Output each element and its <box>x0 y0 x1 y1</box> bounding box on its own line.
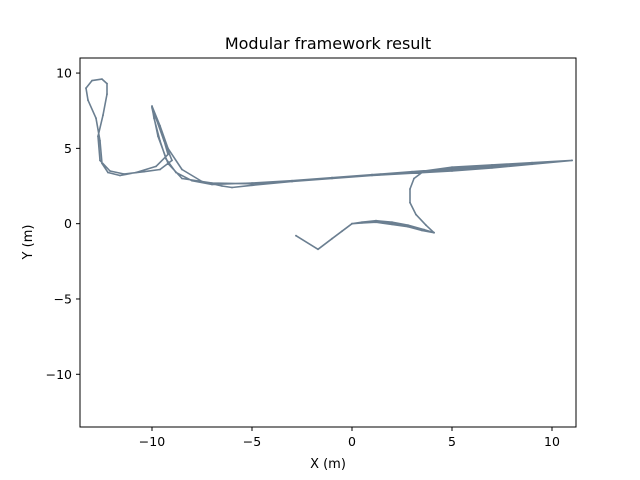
trajectory-point <box>106 82 108 85</box>
trajectory-point <box>99 139 101 142</box>
y-tick-label: 10 <box>56 66 72 81</box>
trajectory-point <box>143 170 145 173</box>
trajectory-point <box>421 229 423 232</box>
trajectory-point <box>425 224 427 227</box>
trajectory-point <box>433 231 435 234</box>
trajectory-point <box>413 177 415 180</box>
trajectory-point <box>451 166 453 169</box>
trajectory-point <box>423 228 425 231</box>
trajectory-point <box>181 168 183 171</box>
trajectory-point <box>155 165 157 168</box>
trajectory-point <box>191 179 193 182</box>
x-tick-label: −5 <box>243 434 261 449</box>
plot-area <box>85 78 573 251</box>
trajectory-point <box>491 165 493 168</box>
trajectory-point <box>407 225 409 228</box>
trajectory-point <box>161 132 163 135</box>
trajectory-point <box>101 78 103 80</box>
trajectory-point <box>91 79 93 82</box>
trajectory-point <box>165 158 167 160</box>
trajectory-point <box>123 173 125 175</box>
trajectory-point <box>371 174 373 177</box>
trajectory-point <box>415 213 417 216</box>
x-axis-title: X (m) <box>310 457 346 472</box>
trajectory-point <box>107 171 109 174</box>
trajectory-point <box>251 182 253 185</box>
trajectory-point <box>167 162 169 165</box>
trajectory-point <box>409 188 411 190</box>
y-tick-label: −5 <box>54 291 72 306</box>
trajectory-point <box>201 180 203 183</box>
trajectory-point <box>451 167 453 170</box>
trajectory-point <box>95 117 97 120</box>
trajectory-point <box>491 164 493 166</box>
trajectory-point <box>411 172 413 175</box>
x-tick-label: 5 <box>448 434 456 449</box>
trajectory-point <box>361 222 363 224</box>
trajectory-point <box>97 135 99 138</box>
trajectory-point <box>153 117 155 120</box>
x-axis: −10 −5 0 5 10 <box>139 427 560 449</box>
x-tick-label: −10 <box>139 434 165 449</box>
trajectory-point <box>251 184 253 187</box>
trajectory-point <box>163 139 165 142</box>
trajectory-point <box>451 170 453 172</box>
trajectory-point <box>351 222 353 225</box>
trajectory-point <box>181 177 183 180</box>
trajectory-point <box>151 106 153 109</box>
trajectory-point <box>491 167 493 169</box>
trajectory-point <box>175 171 177 174</box>
trajectory-point <box>157 135 159 138</box>
y-tick-label: −10 <box>46 367 72 382</box>
trajectory-point <box>211 182 213 184</box>
trajectory-point <box>221 185 223 187</box>
y-axis: −10 −5 0 5 10 <box>46 66 80 382</box>
trajectory-point <box>231 186 233 189</box>
trajectory-point <box>151 105 153 108</box>
trajectory-point <box>171 159 173 162</box>
trajectory-point <box>101 162 103 165</box>
trajectory-point <box>363 221 365 224</box>
trajectory-point <box>571 159 573 162</box>
trajectory-point <box>331 237 333 240</box>
trajectory-point <box>159 124 161 127</box>
trajectory-point <box>341 230 343 233</box>
x-tick-label: 0 <box>348 434 356 449</box>
trajectory-point <box>159 139 161 142</box>
trajectory-point <box>135 171 137 174</box>
trajectory-point <box>391 223 393 226</box>
trajectory-point <box>109 170 111 172</box>
trajectory-point <box>119 174 121 177</box>
trajectory-point <box>407 224 409 227</box>
trajectory-line <box>85 78 573 251</box>
trajectory-point <box>375 221 377 224</box>
trajectory-point <box>106 93 108 95</box>
x-tick-label: 10 <box>544 434 560 449</box>
trajectory-point <box>411 170 413 173</box>
trajectory-point <box>102 114 104 117</box>
trajectory-point <box>167 147 169 150</box>
trajectory-point <box>291 180 293 183</box>
trajectory-point <box>167 153 169 156</box>
trajectory-point <box>409 201 411 204</box>
y-tick-label: 0 <box>64 216 72 231</box>
trajectory-point <box>155 117 157 120</box>
trajectory-point <box>423 170 425 172</box>
trajectory-point <box>159 168 161 171</box>
trajectory-point <box>331 177 333 180</box>
chart-title: Modular framework result <box>225 34 431 53</box>
trajectory-point <box>87 99 89 102</box>
trajectory-point <box>531 163 533 166</box>
trajectory-point <box>375 219 377 222</box>
trajectory-point <box>295 234 297 237</box>
trajectory-point <box>391 221 393 224</box>
trajectory-point <box>99 159 101 162</box>
plot-frame <box>79 57 577 428</box>
y-axis-title: Y (m) <box>21 225 36 261</box>
trajectory-point <box>85 87 87 89</box>
trajectory-point <box>211 183 213 186</box>
y-tick-label: 5 <box>64 141 72 156</box>
trajectory-point <box>317 248 319 251</box>
